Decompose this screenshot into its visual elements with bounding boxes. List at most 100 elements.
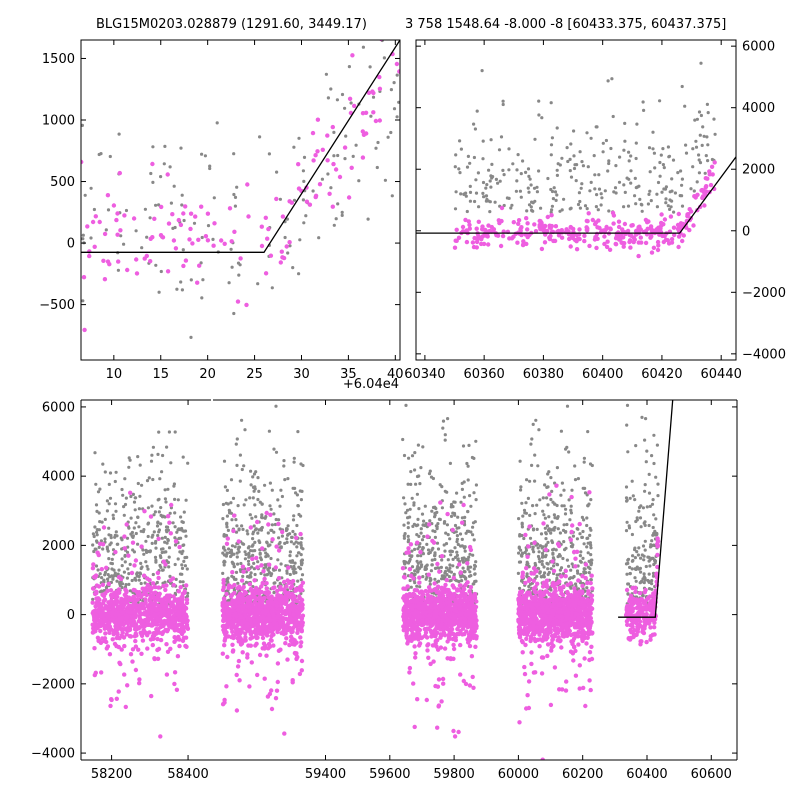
scatter-point-pink — [246, 643, 251, 648]
scatter-point-pink — [116, 612, 121, 617]
scatter-point-grey — [622, 183, 626, 187]
scatter-point-grey — [288, 550, 292, 554]
scatter-point-grey — [408, 557, 412, 562]
scatter-point-grey — [694, 145, 699, 149]
scatter-point-grey — [253, 572, 257, 577]
scatter-point-pink — [315, 117, 321, 122]
scatter-point-pink — [249, 660, 254, 665]
scatter-point-grey — [468, 184, 472, 188]
scatter-point-grey — [243, 550, 247, 554]
scatter-point-pink — [153, 630, 158, 635]
scatter-point-pink — [474, 599, 479, 604]
scatter-point-grey — [229, 247, 233, 251]
scatter-point-pink — [133, 631, 138, 636]
scatter-point-pink — [297, 594, 302, 599]
scatter-point-pink — [235, 627, 241, 633]
scatter-point-pink — [145, 633, 150, 638]
scatter-point-pink — [176, 217, 181, 223]
scatter-point-pink — [133, 644, 139, 649]
scatter-point-grey — [623, 190, 627, 194]
scatter-point-grey — [694, 139, 698, 143]
scatter-point-pink — [617, 237, 622, 242]
scatter-point-grey — [459, 544, 463, 548]
scatter-point-grey — [184, 498, 188, 502]
scatter-point-grey — [291, 486, 295, 490]
scatter-point-grey — [230, 265, 234, 269]
scatter-point-grey — [162, 162, 166, 166]
scatter-point-grey — [402, 561, 407, 566]
scatter-point-grey — [81, 299, 85, 303]
scatter-point-pink — [407, 567, 413, 572]
scatter-point-grey — [634, 156, 638, 161]
scatter-point-grey — [122, 513, 126, 517]
scatter-point-pink — [608, 227, 613, 232]
scatter-point-pink — [127, 597, 132, 602]
scatter-point-pink — [142, 509, 147, 514]
scatter-point-grey — [408, 578, 412, 583]
scatter-point-pink — [225, 536, 230, 541]
scatter-point-grey — [446, 558, 450, 562]
scatter-point-grey — [150, 504, 154, 508]
scatter-point-grey — [179, 146, 183, 150]
scatter-point-pink — [118, 600, 124, 605]
scatter-point-grey — [134, 578, 138, 582]
scatter-point-grey — [455, 491, 459, 495]
scatter-point-pink — [360, 111, 366, 116]
scatter-point-grey — [569, 142, 573, 146]
scatter-point-grey — [409, 585, 413, 589]
scatter-point-grey — [664, 201, 668, 205]
scatter-point-grey — [120, 564, 124, 568]
scatter-point-grey — [274, 404, 278, 408]
scatter-point-grey — [660, 190, 664, 194]
scatter-point-grey — [583, 204, 588, 208]
scatter-point-pink — [675, 226, 681, 232]
scatter-point-grey — [418, 585, 422, 589]
scatter-point-pink — [266, 616, 272, 621]
scatter-point-grey — [392, 81, 396, 85]
scatter-point-grey — [171, 521, 175, 525]
scatter-point-pink — [219, 238, 224, 243]
scatter-point-grey — [406, 561, 411, 565]
scatter-point-grey — [463, 515, 467, 520]
scatter-point-pink — [307, 202, 313, 207]
scatter-point-grey — [524, 170, 528, 174]
scatter-point-grey — [114, 470, 118, 474]
scatter-point-pink — [597, 225, 602, 231]
scatter-point-grey — [418, 482, 422, 486]
scatter-point-pink — [264, 633, 270, 638]
scatter-point-grey — [655, 205, 660, 209]
scatter-point-pink — [163, 587, 168, 593]
scatter-point-pink — [628, 245, 633, 250]
scatter-point-grey — [92, 549, 96, 554]
scatter-point-grey — [519, 172, 523, 176]
scatter-point-grey — [96, 490, 101, 494]
scatter-point-grey — [280, 534, 284, 538]
scatter-point-grey — [247, 552, 251, 556]
scatter-point-pink — [260, 581, 266, 586]
scatter-point-grey — [96, 568, 100, 572]
scatter-point-grey — [299, 578, 303, 582]
scatter-point-pink — [289, 200, 294, 205]
scatter-point-grey — [117, 568, 121, 572]
scatter-point-grey — [165, 445, 169, 449]
scatter-point-pink — [294, 615, 299, 621]
scatter-point-grey — [295, 554, 299, 558]
scatter-point-grey — [481, 180, 486, 185]
scatter-point-pink — [234, 672, 239, 678]
scatter-point-pink — [222, 638, 227, 643]
scatter-point-grey — [460, 487, 464, 491]
scatter-point-pink — [256, 611, 261, 616]
scatter-point-grey — [251, 475, 255, 479]
scatter-point-grey — [494, 177, 498, 181]
scatter-point-grey — [120, 557, 124, 561]
scatter-point-grey — [444, 531, 448, 535]
scatter-point-grey — [285, 217, 289, 221]
scatter-point-grey — [278, 504, 282, 508]
scatter-point-grey — [661, 163, 666, 167]
scatter-point-grey — [175, 287, 179, 291]
scatter-point-grey — [299, 559, 303, 563]
scatter-point-pink — [483, 227, 488, 233]
y-tick-label: 1500 — [42, 52, 75, 67]
scatter-point-pink — [680, 221, 686, 227]
scatter-point-grey — [404, 403, 408, 407]
